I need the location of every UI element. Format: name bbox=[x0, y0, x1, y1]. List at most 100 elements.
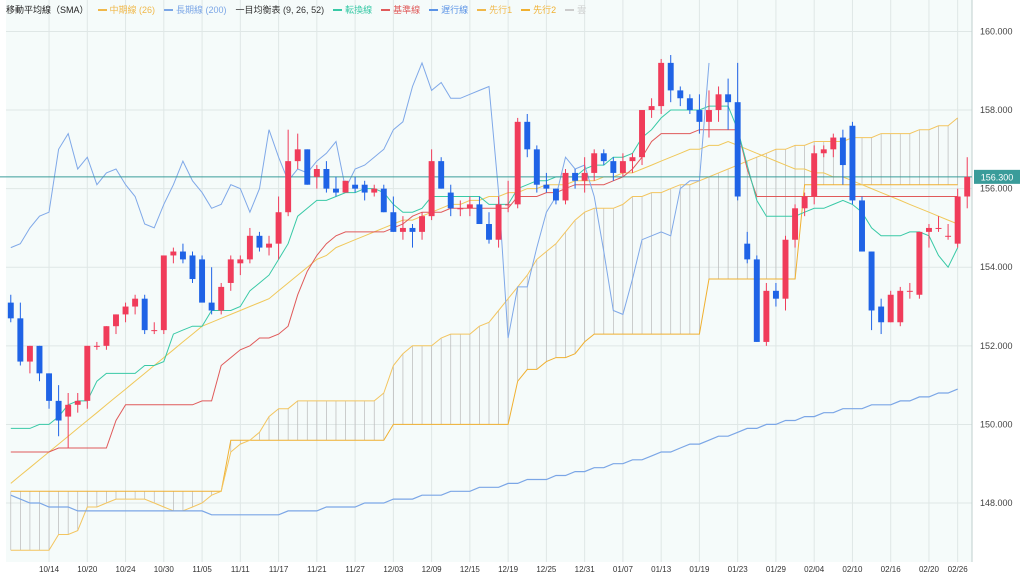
candle-body bbox=[706, 110, 712, 122]
candle bbox=[572, 168, 579, 189]
candle-body bbox=[285, 161, 292, 213]
x-tick-label: 02/26 bbox=[948, 565, 969, 574]
candle-body bbox=[658, 62, 665, 107]
x-tick-label: 12/09 bbox=[422, 565, 443, 574]
candle bbox=[945, 224, 952, 240]
candle-body bbox=[399, 227, 406, 232]
y-tick-label: 158.000 bbox=[980, 105, 1013, 115]
candle bbox=[715, 86, 722, 122]
candle-body bbox=[897, 290, 904, 323]
candle-body bbox=[122, 306, 129, 315]
candle bbox=[476, 196, 483, 225]
candle-body bbox=[591, 153, 598, 173]
candle bbox=[447, 184, 454, 217]
x-tick-label: 02/04 bbox=[804, 565, 825, 574]
series-line bbox=[10, 117, 959, 551]
x-tick-label: 12/31 bbox=[575, 565, 596, 574]
candle-body bbox=[84, 345, 91, 401]
candle-body bbox=[486, 224, 492, 240]
legend-swatch bbox=[565, 8, 575, 11]
candle bbox=[390, 196, 397, 232]
candle bbox=[706, 90, 712, 138]
candle-body bbox=[744, 243, 751, 260]
candle bbox=[65, 393, 72, 449]
candle bbox=[639, 110, 645, 166]
candle-body bbox=[457, 208, 464, 210]
candle-body bbox=[964, 176, 971, 197]
legend-swatch bbox=[381, 8, 391, 11]
candle-body bbox=[725, 94, 732, 103]
y-tick-label: 150.000 bbox=[980, 419, 1013, 429]
candle-body bbox=[218, 286, 225, 311]
candle bbox=[170, 247, 177, 264]
candle bbox=[342, 180, 349, 193]
candle bbox=[93, 341, 100, 350]
x-tick-label: 11/11 bbox=[231, 565, 250, 574]
candle bbox=[285, 129, 292, 217]
legend-label: 基準線 bbox=[393, 5, 421, 15]
candle bbox=[849, 121, 856, 205]
price-tag-box bbox=[974, 169, 1020, 184]
candle bbox=[352, 176, 359, 193]
candle bbox=[103, 326, 110, 350]
candle-body bbox=[266, 243, 272, 248]
candle bbox=[753, 255, 760, 342]
candle bbox=[361, 180, 368, 201]
candle bbox=[581, 157, 588, 193]
candle-body bbox=[447, 192, 454, 209]
candle bbox=[246, 227, 253, 264]
legend-item: 遅行線 bbox=[429, 3, 468, 16]
candle-body bbox=[275, 212, 282, 244]
candle-body bbox=[390, 212, 397, 232]
candle bbox=[208, 267, 215, 315]
candle bbox=[438, 157, 445, 189]
x-tick-label: 12/03 bbox=[383, 565, 404, 574]
candle bbox=[46, 373, 53, 409]
candle bbox=[55, 385, 62, 437]
candle bbox=[887, 290, 894, 323]
x-tick-label: 11/17 bbox=[269, 565, 289, 574]
candle bbox=[648, 98, 655, 118]
candle-body bbox=[916, 231, 923, 295]
x-tick-label: 02/16 bbox=[881, 565, 902, 574]
x-tick-label: 01/23 bbox=[728, 565, 749, 574]
candle-body bbox=[199, 259, 206, 303]
candle bbox=[820, 145, 827, 158]
candle bbox=[830, 133, 837, 158]
candle-body bbox=[74, 400, 81, 405]
candle-body bbox=[820, 149, 827, 154]
legend-label: 転換線 bbox=[345, 5, 373, 15]
candle bbox=[859, 196, 865, 252]
legend-item: 基準線 bbox=[381, 3, 420, 16]
x-tick-label: 10/14 bbox=[39, 565, 60, 574]
candle bbox=[495, 196, 502, 248]
candle-body bbox=[132, 298, 139, 307]
candle bbox=[275, 196, 282, 260]
candle bbox=[237, 255, 244, 276]
candle-body bbox=[543, 184, 550, 189]
candle bbox=[74, 393, 81, 413]
candle-body bbox=[371, 188, 378, 193]
candle-body bbox=[208, 302, 215, 311]
series-line bbox=[10, 388, 958, 516]
x-tick-label: 11/21 bbox=[307, 565, 327, 574]
legend-swatch bbox=[333, 8, 343, 11]
candle bbox=[457, 200, 464, 217]
legend-label: 先行1 bbox=[489, 5, 513, 15]
candle-body bbox=[179, 251, 186, 260]
candle bbox=[122, 302, 129, 323]
candle-body bbox=[906, 290, 913, 292]
candle bbox=[323, 161, 330, 193]
candle bbox=[772, 282, 779, 307]
candle bbox=[619, 153, 626, 177]
legend-swatch bbox=[477, 8, 487, 11]
candle bbox=[964, 157, 971, 209]
candle bbox=[734, 62, 741, 201]
candle-body bbox=[352, 184, 359, 189]
candle bbox=[744, 231, 751, 264]
x-tick-label: 12/15 bbox=[460, 565, 481, 574]
candle bbox=[533, 145, 540, 193]
candle-body bbox=[830, 137, 837, 150]
candle bbox=[629, 153, 636, 173]
candle bbox=[562, 168, 569, 205]
